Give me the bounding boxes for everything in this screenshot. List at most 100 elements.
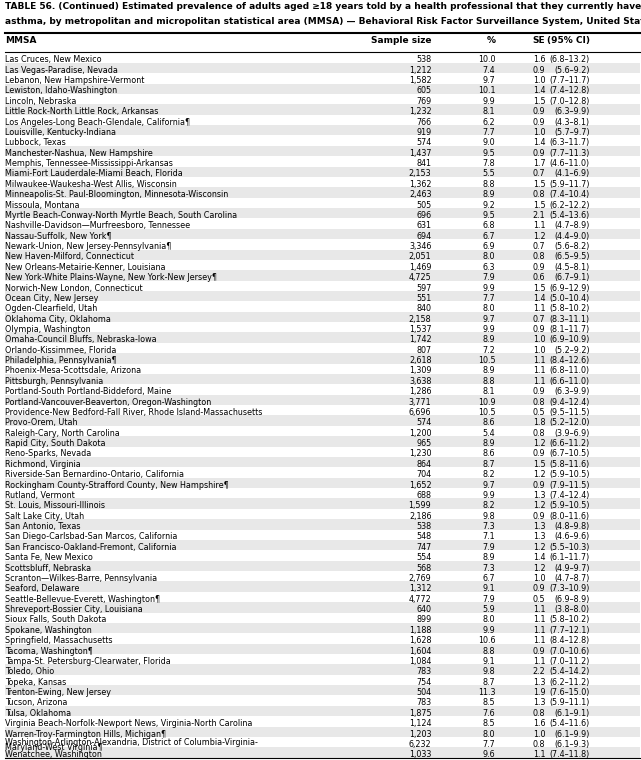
Text: 1.2: 1.2	[533, 502, 545, 510]
Text: %: %	[487, 36, 495, 45]
Text: 1,212: 1,212	[409, 65, 431, 74]
Text: 1.9: 1.9	[533, 688, 545, 697]
Bar	[5, 602, 640, 613]
Text: Olympia, Washington: Olympia, Washington	[5, 325, 91, 334]
Text: 754: 754	[416, 678, 431, 686]
Text: 1.7: 1.7	[533, 159, 545, 168]
Text: 10.9: 10.9	[478, 397, 495, 407]
Text: 8.2: 8.2	[483, 502, 495, 510]
Text: 9.5: 9.5	[483, 211, 495, 220]
Text: 631: 631	[417, 221, 431, 230]
Text: 10.0: 10.0	[478, 55, 495, 65]
Text: Lincoln, Nebraska: Lincoln, Nebraska	[5, 97, 76, 106]
Text: (7.9–11.5): (7.9–11.5)	[549, 480, 590, 489]
Text: Little Rock-North Little Rock, Arkansas: Little Rock-North Little Rock, Arkansas	[5, 107, 158, 116]
Text: 1.5: 1.5	[533, 97, 545, 106]
Text: 568: 568	[416, 564, 431, 572]
Text: 704: 704	[416, 470, 431, 480]
Text: 1.1: 1.1	[533, 304, 545, 313]
Text: (5.0–10.4): (5.0–10.4)	[549, 294, 590, 303]
Text: 1.2: 1.2	[533, 232, 545, 241]
Text: Springfield, Massachusetts: Springfield, Massachusetts	[5, 636, 113, 645]
Text: (5.4–14.2): (5.4–14.2)	[549, 667, 590, 676]
Bar	[5, 436, 640, 447]
Text: 1.5: 1.5	[533, 460, 545, 469]
Text: 688: 688	[417, 491, 431, 500]
Text: 9.1: 9.1	[483, 657, 495, 666]
Text: (6.9–8.9): (6.9–8.9)	[554, 594, 590, 603]
Text: Richmond, Virginia: Richmond, Virginia	[5, 460, 81, 469]
Text: 696: 696	[416, 211, 431, 220]
Text: 7.2: 7.2	[483, 346, 495, 355]
Text: Portland-Vancouver-Beaverton, Oregon-Washington: Portland-Vancouver-Beaverton, Oregon-Was…	[5, 397, 212, 407]
Text: New York-White Plains-Wayne, New York-New Jersey¶: New York-White Plains-Wayne, New York-Ne…	[5, 273, 217, 282]
Text: 554: 554	[416, 553, 431, 562]
Text: Phoenix-Mesa-Scottsdale, Arizona: Phoenix-Mesa-Scottsdale, Arizona	[5, 366, 141, 375]
Text: 9.9: 9.9	[483, 325, 495, 334]
Text: Minneapolis-St. Paul-Bloomington, Minnesota-Wisconsin: Minneapolis-St. Paul-Bloomington, Minnes…	[5, 190, 228, 199]
Text: 0.9: 0.9	[533, 325, 545, 334]
Text: 1,652: 1,652	[409, 480, 431, 489]
Text: 1,537: 1,537	[409, 325, 431, 334]
Text: (6.3–9.9): (6.3–9.9)	[554, 388, 590, 396]
Text: Tampa-St. Petersburg-Clearwater, Florida: Tampa-St. Petersburg-Clearwater, Florida	[5, 657, 171, 666]
Text: 0.8: 0.8	[533, 190, 545, 199]
Text: 1,232: 1,232	[409, 107, 431, 116]
Text: 8.8: 8.8	[483, 647, 495, 656]
Text: (8.0–11.6): (8.0–11.6)	[549, 511, 590, 521]
Text: 899: 899	[416, 616, 431, 625]
Text: Raleigh-Cary, North Carolina: Raleigh-Cary, North Carolina	[5, 429, 120, 438]
Text: Pittsburgh, Pennsylvania: Pittsburgh, Pennsylvania	[5, 377, 103, 386]
Text: (8.3–11.1): (8.3–11.1)	[549, 315, 590, 324]
Text: 6.7: 6.7	[483, 232, 495, 241]
Bar	[5, 457, 640, 467]
Text: 1,469: 1,469	[409, 263, 431, 272]
Text: Spokane, Washington: Spokane, Washington	[5, 625, 92, 635]
Text: (4.6–11.0): (4.6–11.0)	[549, 159, 590, 168]
Bar	[5, 519, 640, 530]
Text: 0.8: 0.8	[533, 429, 545, 438]
Text: Scranton—Wilkes-Barre, Pennsylvania: Scranton—Wilkes-Barre, Pennsylvania	[5, 574, 157, 583]
Text: 8.0: 8.0	[483, 304, 495, 313]
Text: 1,875: 1,875	[409, 709, 431, 717]
Bar	[5, 706, 640, 716]
Text: 1.1: 1.1	[533, 625, 545, 635]
Text: 597: 597	[416, 283, 431, 293]
Text: San Diego-Carlsbad-San Marcos, California: San Diego-Carlsbad-San Marcos, Californi…	[5, 533, 178, 541]
Text: San Francisco-Oakland-Fremont, California: San Francisco-Oakland-Fremont, Californi…	[5, 543, 177, 552]
Text: 0.5: 0.5	[533, 408, 545, 417]
Text: 3,346: 3,346	[409, 242, 431, 251]
Text: (6.6–11.2): (6.6–11.2)	[549, 439, 590, 448]
Text: 7.6: 7.6	[483, 709, 495, 717]
Text: (7.7–12.1): (7.7–12.1)	[549, 625, 590, 635]
Text: (6.1–9.3): (6.1–9.3)	[554, 740, 590, 749]
Text: (4.4–9.0): (4.4–9.0)	[554, 232, 590, 241]
Text: Seaford, Delaware: Seaford, Delaware	[5, 584, 79, 594]
Text: 0.9: 0.9	[533, 149, 545, 157]
Text: 505: 505	[416, 201, 431, 210]
Text: 10.6: 10.6	[478, 636, 495, 645]
Text: 1.5: 1.5	[533, 283, 545, 293]
Text: 8.6: 8.6	[483, 449, 495, 458]
Text: 1,033: 1,033	[409, 750, 431, 759]
Text: Ocean City, New Jersey: Ocean City, New Jersey	[5, 294, 99, 303]
Text: 8.6: 8.6	[483, 418, 495, 427]
Text: 574: 574	[416, 418, 431, 427]
Text: 9.8: 9.8	[483, 511, 495, 521]
Text: 5.4: 5.4	[483, 429, 495, 438]
Text: 0.9: 0.9	[533, 480, 545, 489]
Text: 7.3: 7.3	[483, 564, 495, 572]
Text: (4.1–6.9): (4.1–6.9)	[554, 169, 590, 179]
Text: 1.1: 1.1	[533, 750, 545, 759]
Text: SE: SE	[533, 36, 545, 45]
Text: Providence-New Bedford-Fall River, Rhode Island-Massachusetts: Providence-New Bedford-Fall River, Rhode…	[5, 408, 263, 417]
Text: 2,769: 2,769	[409, 574, 431, 583]
Text: Miami-Fort Lauderdale-Miami Beach, Florida: Miami-Fort Lauderdale-Miami Beach, Flori…	[5, 169, 183, 179]
Text: 8.7: 8.7	[483, 678, 495, 686]
Text: Topeka, Kansas: Topeka, Kansas	[5, 678, 67, 686]
Text: (4.3–8.1): (4.3–8.1)	[554, 118, 590, 127]
Text: 2.1: 2.1	[533, 211, 545, 220]
Text: 9.9: 9.9	[483, 625, 495, 635]
Text: 1,309: 1,309	[409, 366, 431, 375]
Text: 7.7: 7.7	[483, 294, 495, 303]
